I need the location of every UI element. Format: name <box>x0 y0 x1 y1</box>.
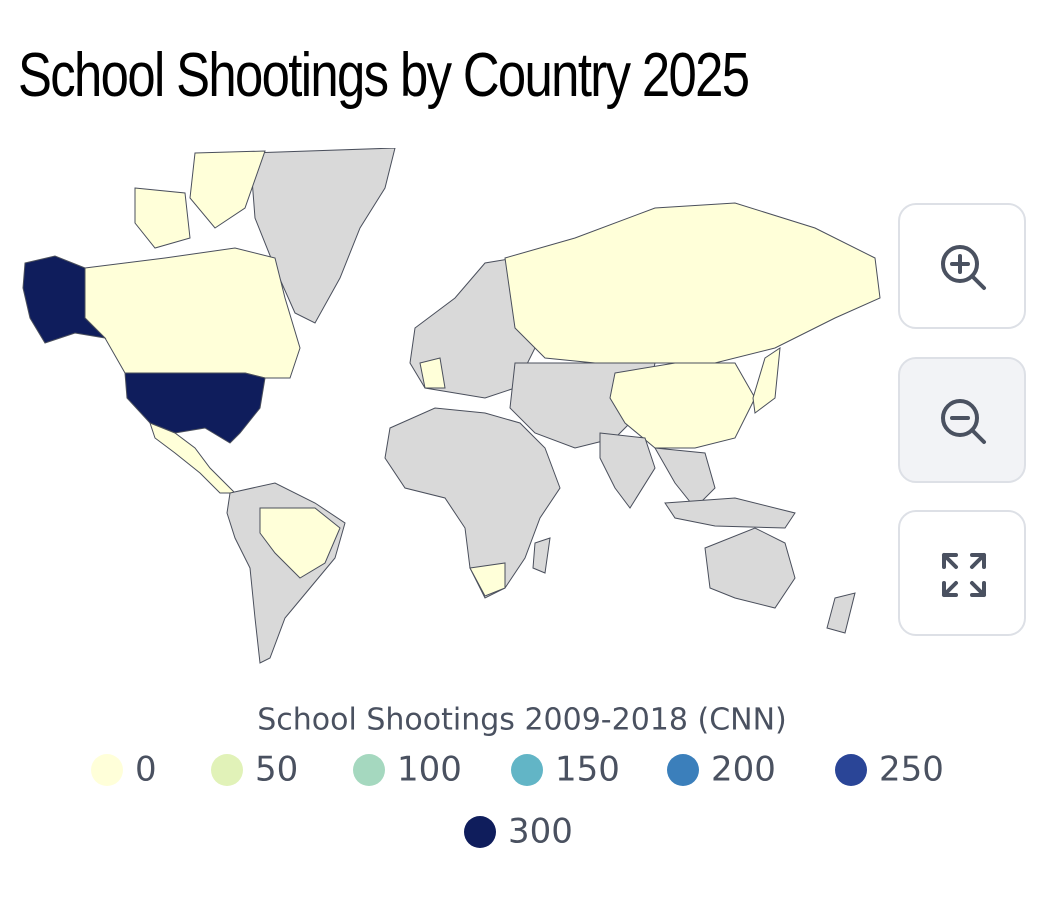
legend-swatch <box>667 754 699 786</box>
legend-swatch <box>835 754 867 786</box>
legend-label: 300 <box>508 812 573 852</box>
legend-label: 250 <box>879 750 944 790</box>
legend-label: 100 <box>397 750 462 790</box>
legend-title: School Shootings 2009-2018 (CNN) <box>257 703 787 738</box>
legend-label: 0 <box>135 750 157 790</box>
legend-swatch <box>511 754 543 786</box>
zoom-in-button[interactable] <box>898 203 1026 329</box>
legend-swatch <box>91 754 123 786</box>
reset-view-button[interactable] <box>898 510 1026 636</box>
title: School Shootings by Country 2025 <box>18 41 750 110</box>
legend-swatch <box>353 754 385 786</box>
legend-label: 50 <box>255 750 298 790</box>
legend-label: 150 <box>555 750 620 790</box>
world-map[interactable] <box>15 148 895 678</box>
legend: School Shootings 2009-2018 (CNN) 0 50 100 1… <box>91 703 944 852</box>
zoom-out-button[interactable] <box>898 357 1026 483</box>
legend-swatch <box>211 754 243 786</box>
legend-swatch <box>464 816 496 848</box>
legend-label: 200 <box>711 750 776 790</box>
